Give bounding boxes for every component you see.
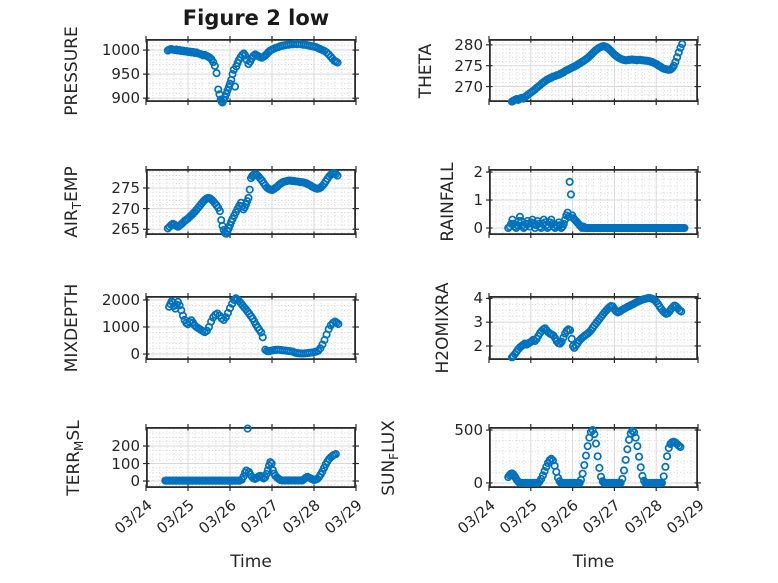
y-tick-label: 950 <box>111 65 140 84</box>
x-tick-label: 03/29 <box>662 496 708 538</box>
axes-frame <box>486 36 701 105</box>
x-tick-label: 03/25 <box>152 496 198 538</box>
y-tick-label: 270 <box>111 199 140 218</box>
scatter-points <box>507 293 686 362</box>
y-axis-label-pressure: PRESSURE <box>62 25 82 116</box>
x-tick-label: 03/27 <box>579 496 624 538</box>
y-tick-label: 1000 <box>101 41 140 60</box>
x-tick-label: 03/28 <box>278 496 324 538</box>
y-tick-label: 4 <box>473 289 483 308</box>
y-tick-label: 0 <box>473 219 483 237</box>
plot-area-airtemp <box>143 166 359 238</box>
y-axis-label-sunflux: SUNFLUX <box>379 419 401 496</box>
y-tick-label: 500 <box>454 421 483 440</box>
y-axis-label-airtemp: AIRTEMP <box>62 166 84 238</box>
subplot-terrmsl: TERRMSL 0 100 200 03/24 03/25 03/26 03/27 03/28… <box>64 420 366 538</box>
plot-area-rainfall <box>486 166 701 238</box>
subplot-theta: THETA 270 275 280 <box>416 36 701 106</box>
axes-frame <box>486 166 701 238</box>
y-tick-label: 0 <box>130 472 140 490</box>
y-axis-label-mixdepth: MIXDEPTH <box>62 283 82 373</box>
y-tick-label: 100 <box>111 454 140 473</box>
subplot-airtemp: AIRTEMP 265 270 275 <box>62 166 359 238</box>
plot-area-pressure <box>143 36 359 107</box>
axes-frame <box>486 293 701 363</box>
subplot-mixdepth: MIXDEPTH 0 1000 2000 <box>62 284 359 372</box>
plot-area-terrmsl <box>143 424 359 491</box>
subplot-sunflux: SUNFLUX 0 500 03/24 03/25 03/26 03/27 03/28 03/… <box>379 420 708 538</box>
y-tick-label: 2 <box>473 163 483 182</box>
plot-area-theta <box>486 36 701 106</box>
scatter-points <box>163 169 342 238</box>
x-tick-label: 03/29 <box>320 496 366 538</box>
x-tick-label: 03/26 <box>194 496 240 538</box>
scatter-points <box>161 424 340 485</box>
x-tick-label: 03/27 <box>236 496 282 538</box>
axes-frame <box>143 36 359 105</box>
x-tick-label: 03/26 <box>537 496 583 538</box>
y-tick-label: 270 <box>454 77 483 96</box>
axes-frame <box>143 166 359 238</box>
y-tick-label: 900 <box>111 89 140 108</box>
y-tick-label: 265 <box>111 220 140 239</box>
x-tick-label: 03/25 <box>495 496 541 538</box>
y-tick-label: 3 <box>473 313 483 332</box>
y-tick-label: 280 <box>454 35 483 54</box>
y-tick-label: 2 <box>473 336 483 355</box>
y-tick-label: 275 <box>454 56 483 75</box>
y-tick-label: 2000 <box>101 290 140 309</box>
x-tick-label: 03/24 <box>453 496 499 538</box>
y-tick-label: 1 <box>473 191 483 210</box>
y-tick-label: 1000 <box>101 318 140 336</box>
scatter-points <box>504 177 689 233</box>
axes-frame <box>143 293 359 363</box>
y-tick-label: 200 <box>111 437 140 456</box>
subplot-pressure: PRESSURE 900 950 1000 <box>62 26 359 115</box>
scatter-points <box>165 294 343 358</box>
y-tick-label: 0 <box>473 473 483 492</box>
scatter-points <box>504 426 685 487</box>
axes-frame <box>486 424 701 491</box>
x-tick-label: 03/28 <box>621 496 666 538</box>
plot-area-mixdepth <box>143 293 359 363</box>
y-tick-label: 275 <box>111 178 140 197</box>
x-axis-label-time-right: Time <box>572 552 615 572</box>
scatter-points <box>507 39 687 106</box>
x-axis-label-time-left: Time <box>230 552 272 572</box>
x-tick-label: 03/24 <box>110 496 156 538</box>
plot-area-h2omixra <box>486 293 701 363</box>
scatter-points <box>163 39 342 107</box>
plot-area-sunflux <box>486 424 701 491</box>
figure-title: Figure 2 low <box>182 6 330 30</box>
y-tick-label: 0 <box>130 345 140 364</box>
